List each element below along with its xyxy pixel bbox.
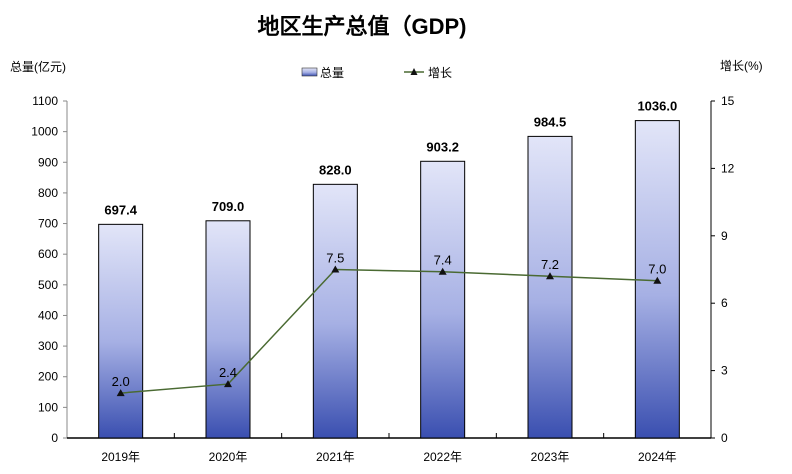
chart-title: 地区生产总值（GDP) [257,14,466,39]
x-tick-label: 2021年 [316,450,355,464]
left-tick-label: 500 [38,278,58,292]
x-tick-label: 2023年 [531,450,570,464]
growth-point-marker [331,265,340,273]
x-tick-label: 2020年 [209,450,248,464]
right-tick-label: 15 [721,94,735,108]
bar-value-label: 1036.0 [637,99,677,114]
bar-2023年 [527,135,573,439]
right-tick-label: 3 [721,364,728,378]
left-tick-label: 1000 [31,125,58,139]
left-tick-label: 300 [38,339,58,353]
bar-value-label: 903.2 [426,139,459,154]
growth-point-marker [653,276,662,284]
bar-2019年 [98,223,144,439]
right-tick-label: 6 [721,296,728,310]
bar-2022年 [420,160,466,439]
legend-line-label: 增长 [428,66,452,80]
growth-point-marker [116,389,125,397]
bar-value-label: 697.4 [104,202,137,217]
growth-point-marker [224,380,232,388]
legend: 总量 增长 [301,66,452,80]
bar-value-label: 828.0 [319,162,352,177]
x-tick-label: 2022年 [423,450,462,464]
growth-point-marker [546,272,554,280]
left-tick-label: 900 [38,155,58,169]
growth-point-marker [438,267,447,275]
x-tick-label: 2019年 [101,450,140,464]
growth-value-label: 7.0 [648,262,666,277]
growth-value-label: 2.4 [219,365,237,380]
right-tick-label: 9 [721,229,728,243]
left-tick-label: 700 [38,217,58,231]
bar-2020年 [205,220,251,439]
legend-bar-label: 总量 [320,66,344,80]
left-tick-label: 400 [38,308,58,322]
right-tick-label: 12 [721,161,735,175]
growth-line [120,268,658,394]
left-tick-label: 100 [38,400,58,414]
x-tick-label: 2024年 [638,450,677,464]
left-tick-label: 600 [38,247,58,261]
growth-value-label: 2.0 [112,374,130,389]
legend-triangle-marker [410,68,418,75]
growth-value-label: 7.5 [326,251,344,266]
growth-value-label: 7.2 [541,257,559,272]
left-tick-label: 0 [51,431,58,445]
right-tick-label: 0 [721,431,728,445]
bar-value-label: 984.5 [534,114,567,129]
bar-2021年 [312,183,358,439]
legend-bar-swatch [301,67,318,77]
left-axis-label: 总量(亿元) [10,59,66,74]
growth-value-label: 7.4 [434,253,452,268]
bar-value-label: 709.0 [212,199,245,214]
left-tick-label: 800 [38,186,58,200]
left-tick-label: 1100 [32,94,58,108]
left-tick-label: 200 [38,370,58,384]
right-axis-label: 增长(%) [720,59,763,73]
